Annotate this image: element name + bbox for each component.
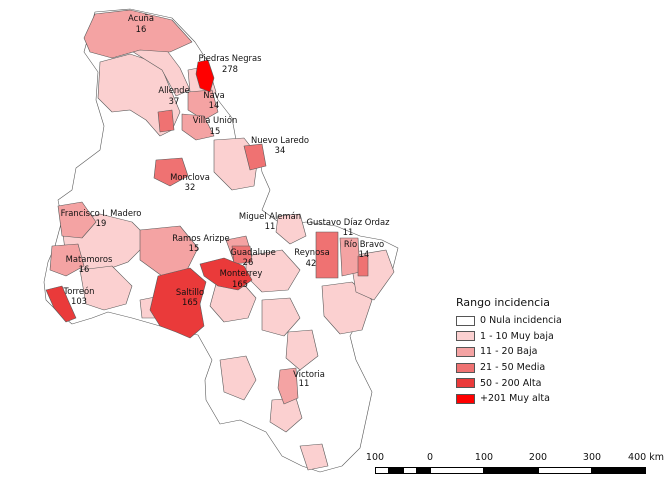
label-rio-bravo-value: 14 — [359, 249, 370, 259]
area-francisco-madero — [57, 201, 97, 239]
legend-swatch — [456, 378, 475, 389]
scale-bar: 100 0 100 200 300 400 km — [365, 452, 664, 482]
scale-label-5: 400 km — [628, 452, 664, 463]
scale-segment — [592, 467, 646, 474]
scale-segment — [538, 467, 592, 474]
label-allende-value: 37 — [169, 96, 180, 106]
label-monclova-value: 32 — [185, 182, 196, 192]
label-villa-union-value: 15 — [210, 126, 221, 136]
area-south-a — [219, 355, 257, 401]
legend-swatch — [456, 362, 475, 373]
scale-label-3: 200 — [528, 452, 548, 463]
label-acuna-value: 16 — [136, 24, 147, 34]
label-guadalupe-value: 26 — [243, 257, 254, 267]
legend-swatch — [456, 393, 475, 404]
label-villa-union-name: Villa Unión — [193, 115, 238, 125]
label-ramos-arizpe-value: 15 — [189, 243, 200, 253]
area-nuevo-laredo — [243, 143, 267, 171]
label-piedras-negras-name: Piedras Negras — [199, 53, 262, 63]
scale-segment — [484, 467, 538, 474]
area-piedras-negras — [195, 59, 215, 93]
label-torreon-value: 103 — [71, 296, 87, 306]
area-allende — [157, 109, 175, 133]
label-victoria-value: 11 — [299, 378, 310, 388]
area-monterrey — [199, 257, 253, 291]
legend-row-1: 1 - 10 Muy baja — [456, 329, 562, 345]
label-allende-name: Allende — [158, 85, 189, 95]
legend-swatch — [456, 331, 475, 342]
label-francisco-madero-name: Francisco I. Madero — [61, 208, 142, 218]
place-labels: Acuña 16 Piedras Negras 278 Allende 37 N… — [61, 13, 390, 388]
scale-label-0: 100 — [365, 452, 385, 463]
legend-label: 50 - 200 Alta — [480, 377, 542, 389]
legend-row-0: 0 Nula incidencia — [456, 313, 562, 329]
legend-swatch — [456, 315, 475, 326]
scale-segment — [417, 467, 430, 474]
label-acuna-name: Acuña — [128, 13, 154, 23]
area-southwest-a — [79, 265, 133, 311]
label-gustavo-diaz-ordaz-name: Gustavo Díaz Ordaz — [306, 217, 390, 227]
label-ramos-arizpe-name: Ramos Arizpe — [172, 233, 229, 243]
label-nuevo-laredo-value: 34 — [275, 145, 286, 155]
label-matamoros-value: 16 — [79, 264, 90, 274]
label-miguel-aleman-value: 11 — [265, 221, 276, 231]
legend-row-2: 11 - 20 Baja — [456, 344, 562, 360]
label-torreon-name: Torreón — [63, 286, 95, 296]
legend-label: 0 Nula incidencia — [480, 315, 562, 327]
legend-row-5: +201 Muy alta — [456, 391, 562, 407]
legend: Rango incidencia 0 Nula incidencia 1 - 1… — [456, 296, 562, 407]
scale-segment — [430, 467, 484, 474]
scale-label-2: 100 — [474, 452, 494, 463]
label-saltillo-name: Saltillo — [176, 287, 204, 297]
label-monterrey-value: 165 — [232, 279, 248, 289]
area-monclova — [153, 157, 189, 187]
area-matamoros-region — [49, 243, 85, 277]
scale-segment — [389, 467, 403, 474]
label-monterrey-name: Monterrey — [220, 268, 263, 278]
label-francisco-madero-value: 19 — [96, 218, 107, 228]
label-saltillo-value: 165 — [182, 297, 198, 307]
label-guadalupe-name: Guadalupe — [230, 247, 275, 257]
area-victoria — [277, 367, 299, 405]
legend-row-4: 50 - 200 Alta — [456, 375, 562, 391]
label-piedras-negras-value: 278 — [222, 64, 238, 74]
legend-label: 11 - 20 Baja — [480, 346, 538, 358]
label-rio-bravo-name: Río Bravo — [344, 239, 384, 249]
legend-label: +201 Muy alta — [480, 393, 550, 405]
legend-title: Rango incidencia — [456, 296, 551, 309]
area-torreon — [45, 285, 77, 323]
label-gustavo-diaz-ordaz-value: 11 — [343, 227, 354, 237]
scale-segment — [403, 467, 417, 474]
label-nava-name: Nava — [203, 90, 225, 100]
label-nava-value: 14 — [209, 100, 220, 110]
area-acuna — [83, 9, 193, 59]
scale-segment — [375, 467, 389, 474]
area-south-b — [285, 329, 319, 371]
area-miguel-aleman — [275, 213, 307, 245]
scale-label-4: 300 — [582, 452, 602, 463]
label-matamoros-name: Matamoros — [66, 254, 113, 264]
area-saltillo — [149, 267, 207, 339]
legend-swatch — [456, 346, 475, 357]
legend-row-3: 21 - 50 Media — [456, 360, 562, 376]
area-center-south-b — [261, 297, 301, 337]
area-guadalupe — [231, 245, 253, 265]
label-reynosa-name: Reynosa — [294, 247, 329, 257]
label-nuevo-laredo-name: Nuevo Laredo — [251, 135, 309, 145]
area-far-south — [299, 443, 329, 471]
area-villa-union — [181, 113, 215, 141]
area-reynosa — [315, 231, 339, 279]
label-miguel-aleman-name: Miguel Alemán — [239, 211, 301, 221]
legend-label: 1 - 10 Muy baja — [480, 330, 554, 342]
label-monclova-name: Monclova — [170, 172, 210, 182]
area-east-small — [357, 255, 369, 277]
area-east-a — [321, 281, 373, 335]
legend-label: 21 - 50 Media — [480, 362, 546, 374]
label-victoria-name: Victoria — [293, 369, 325, 379]
label-reynosa-value: 42 — [306, 258, 317, 268]
scale-label-1: 0 — [426, 452, 434, 463]
